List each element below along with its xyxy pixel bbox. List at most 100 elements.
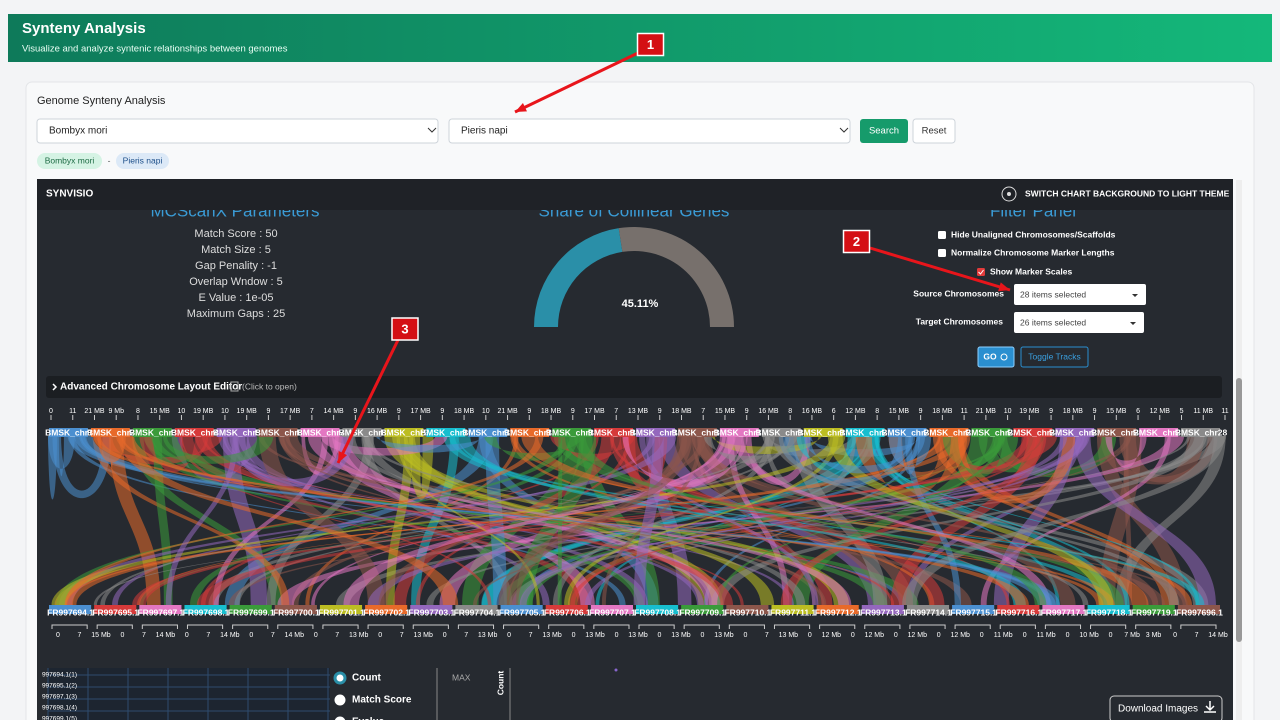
ribbon bbox=[710, 436, 1204, 605]
button-label: Download Images bbox=[1118, 704, 1198, 715]
ribbon bbox=[507, 436, 693, 605]
row-label: 997694.1(1) bbox=[42, 672, 77, 679]
scale-label: 7 bbox=[335, 632, 339, 639]
chromosome-label: FR997699.1 bbox=[228, 607, 275, 617]
layout-editor-bar[interactable] bbox=[46, 376, 1222, 398]
gauge-rest bbox=[618, 226, 734, 327]
download-button[interactable] bbox=[1109, 695, 1223, 720]
theme-icon bbox=[1007, 192, 1011, 196]
checkbox[interactable] bbox=[938, 231, 946, 239]
scale-bracket bbox=[277, 624, 314, 629]
ribbon bbox=[727, 436, 790, 605]
scale-label: 16 MB bbox=[802, 408, 823, 415]
radio[interactable] bbox=[333, 671, 347, 685]
ribbon bbox=[165, 436, 239, 605]
chromosome-label: FR997707.1 bbox=[589, 607, 636, 617]
chromosome-bar bbox=[319, 605, 363, 614]
chromosome-label: BMSK_chr17 bbox=[714, 427, 767, 437]
scale-bracket bbox=[864, 624, 901, 629]
annotation-label: 2 bbox=[853, 234, 860, 249]
chromosome-label: FR997719.1 bbox=[1131, 607, 1178, 617]
chromosome-label: FR997703.1 bbox=[408, 607, 455, 617]
radio[interactable] bbox=[334, 694, 346, 706]
chromosome-label: BMSK_chr2 bbox=[87, 427, 135, 437]
ribbon bbox=[212, 436, 329, 605]
parameter: E Value : 1e-05 bbox=[198, 292, 273, 304]
tag bbox=[37, 153, 102, 169]
scale-label: 6 bbox=[832, 408, 836, 415]
chromosome-bar bbox=[468, 428, 508, 437]
scale-label: 9 bbox=[266, 408, 270, 415]
ribbon bbox=[68, 436, 626, 605]
toggle-button[interactable] bbox=[1020, 346, 1089, 368]
scale-label: 7 bbox=[271, 632, 275, 639]
scale-label: 7 bbox=[310, 408, 314, 415]
ribbon bbox=[54, 436, 967, 605]
scale-bracket bbox=[1090, 624, 1127, 629]
chromosome-bar bbox=[426, 428, 466, 437]
scale-bracket bbox=[728, 624, 765, 629]
checkbox[interactable] bbox=[938, 249, 946, 257]
search-button[interactable] bbox=[860, 119, 908, 143]
scale-label: 13 Mb bbox=[413, 632, 433, 639]
scale-label: 12 MB bbox=[1150, 408, 1171, 415]
chromosome-label: FR997709.1 bbox=[679, 607, 726, 617]
scale-bracket bbox=[819, 624, 856, 629]
ribbon bbox=[874, 436, 1130, 605]
target-dropdown[interactable] bbox=[1014, 312, 1144, 333]
chromosome-label: FR997701.1 bbox=[318, 607, 365, 617]
chromosome-bar bbox=[1139, 428, 1179, 437]
chromosome-label: BMSK_chr7 bbox=[297, 427, 345, 437]
scale-bracket bbox=[638, 624, 675, 629]
chromosome-bar bbox=[49, 428, 88, 437]
scale-label: 11 Mb bbox=[994, 632, 1013, 639]
source-select[interactable] bbox=[36, 118, 439, 144]
parameter: Maximum Gaps : 25 bbox=[187, 308, 285, 320]
annotation-label: 3 bbox=[401, 321, 408, 336]
scale-label: 21 MB bbox=[976, 408, 997, 415]
chromosome-label: FR997695.1 bbox=[92, 607, 139, 617]
reset-button[interactable] bbox=[912, 118, 956, 144]
scale-label: 14 MB bbox=[324, 408, 345, 415]
scale-label: 21 MB bbox=[84, 408, 105, 415]
scale-bracket bbox=[412, 624, 449, 629]
ribbon bbox=[785, 436, 1209, 605]
chromosome-label: FR997718.1 bbox=[1086, 607, 1133, 617]
scrollbar-thumb[interactable] bbox=[1236, 378, 1242, 642]
ribbon bbox=[564, 436, 839, 605]
scale-bracket bbox=[1180, 624, 1217, 629]
ribbon bbox=[1115, 436, 1226, 605]
chromosome-bar bbox=[887, 428, 927, 437]
scale-label: 13 Mb bbox=[671, 632, 691, 639]
scale-label: 13 Mb bbox=[779, 632, 799, 639]
chromosome-label: BMSK_chr9 bbox=[381, 427, 429, 437]
chromosome-bar bbox=[410, 605, 453, 614]
checkbox-label: Show Marker Scales bbox=[990, 266, 1072, 276]
scale-label: 0 bbox=[572, 632, 576, 639]
scale-label: 7 bbox=[464, 632, 468, 639]
check bbox=[978, 269, 984, 275]
scale-bracket bbox=[773, 624, 811, 629]
ribbon bbox=[132, 436, 283, 605]
chromosome-bar bbox=[365, 605, 408, 614]
ribbon bbox=[905, 436, 962, 605]
ribbon bbox=[92, 436, 290, 605]
select-caret bbox=[839, 127, 849, 133]
checkbox[interactable] bbox=[977, 268, 985, 276]
theme-icon[interactable] bbox=[1001, 186, 1017, 202]
button-label: Toggle Tracks bbox=[1028, 351, 1080, 361]
chromosome-label: BMSK_chr8 bbox=[339, 427, 387, 437]
scale-label: 8 bbox=[136, 408, 140, 415]
chromosome-label: BMSK_chr5 bbox=[213, 427, 261, 437]
radio[interactable] bbox=[334, 716, 346, 720]
ribbon bbox=[1105, 436, 1147, 469]
scale-label: 0 bbox=[1109, 632, 1113, 639]
chromosome-bar bbox=[1132, 605, 1175, 614]
chromosome-label: BMSK_chr27 bbox=[1133, 427, 1186, 437]
go-button[interactable] bbox=[977, 346, 1015, 368]
scale-label: 14 Mb bbox=[220, 632, 240, 639]
scale-label: 0 bbox=[507, 632, 511, 639]
target-select[interactable] bbox=[448, 118, 851, 144]
source-dropdown[interactable] bbox=[1014, 284, 1146, 305]
ribbon bbox=[150, 436, 274, 464]
